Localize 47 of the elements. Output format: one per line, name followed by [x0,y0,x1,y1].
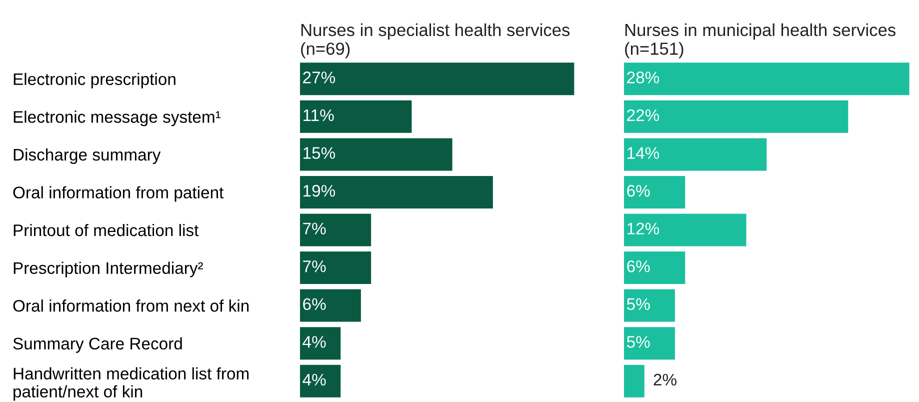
bar [300,100,412,133]
y-tick-label: Electronic message system¹ [14,110,221,126]
bar [624,62,910,96]
data-label: 6% [627,260,650,272]
data-label: 27% [303,72,336,84]
bar [300,176,493,208]
data-label: 15% [304,147,336,159]
chart-title: Nurses in municipal health services (n=151) [625,23,896,58]
data-label: 5% [626,336,650,348]
y-tick-label: Handwritten medication list from patient/next of kin [14,367,249,401]
bar [300,289,361,322]
y-tick-label: Summary Care Record [13,337,182,353]
bar [300,138,452,171]
data-label: 6% [303,298,326,310]
bar [300,252,372,284]
data-label: 2% [654,374,676,386]
bar [300,364,341,398]
data-label: 11% [304,109,334,122]
bar [624,100,848,133]
bar [624,138,767,171]
bar [624,364,644,398]
data-label: 14% [628,147,660,159]
data-label: 12% [628,222,660,234]
chart-title: Nurses in specialist health services (n=69) [301,23,570,58]
y-tick-label: Prescription Intermediary² [14,262,203,278]
bar [300,327,341,360]
bar [624,289,675,322]
y-tick-label: Printout of medication list [14,224,199,236]
bar [624,214,746,246]
data-label: 28% [627,72,660,84]
data-label: 7% [303,260,326,272]
data-label: 5% [626,298,650,310]
bar [624,252,686,284]
y-tick-label: Oral information from patient [13,186,224,202]
bar [300,62,574,96]
data-label: 22% [627,109,660,122]
y-tick-label: Electronic prescription [14,72,176,88]
data-label: 4% [302,374,326,386]
data-label: 6% [627,184,650,197]
data-label: 4% [302,336,326,348]
y-tick-label: Oral information from next of kin [13,300,249,312]
y-tick-label: Discharge summary [14,148,161,164]
data-label: 7% [303,222,326,234]
bar [300,214,372,246]
bar [624,327,675,360]
data-label: 19% [304,184,336,197]
bar [624,176,686,208]
